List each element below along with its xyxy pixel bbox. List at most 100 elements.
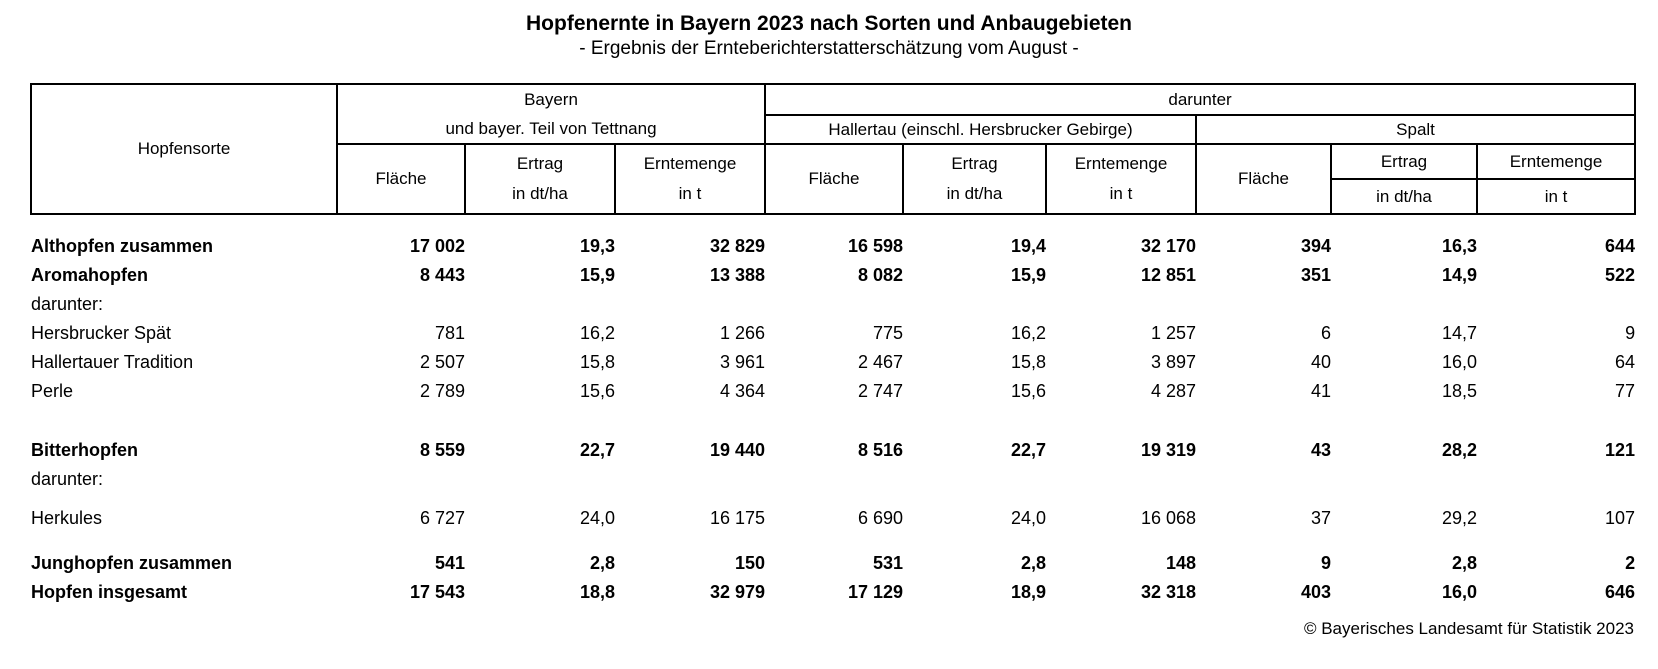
value-cell: 9 — [1625, 323, 1636, 343]
value-cell — [1331, 290, 1477, 319]
value-cell: 16 068 — [1140, 508, 1196, 528]
value-cell: 29,2 — [1441, 508, 1477, 528]
value-cell: 15,9 — [1010, 265, 1046, 285]
value-cell: 16,0 — [1441, 352, 1477, 372]
value-cell: 644 — [1605, 236, 1636, 256]
value-cell — [903, 290, 1046, 319]
column-header-ertrag-hallertau-unit: in dt/ha — [946, 184, 1003, 203]
table-row: Althopfen zusammen 17 002 19,3 32 829 16 598… — [31, 232, 1635, 261]
value-cell: 781 — [434, 323, 465, 343]
copyright-note: © Bayerisches Landesamt für Statistik 20… — [1303, 619, 1634, 638]
group-header-bayern-line1: Bayern — [524, 90, 578, 109]
value-cell — [337, 465, 465, 494]
value-cell: 14,9 — [1441, 265, 1477, 285]
value-cell: 2 507 — [419, 352, 465, 372]
value-cell — [615, 465, 765, 494]
hops-table: Hopfensorte Bayern und bayer. Teil von T… — [30, 82, 1637, 607]
column-header-erntemenge-hallertau-label: Erntemenge — [1074, 154, 1168, 173]
value-cell: 37 — [1310, 508, 1331, 528]
value-cell: 16,2 — [1010, 323, 1046, 343]
value-cell: 24,0 — [579, 508, 615, 528]
table-row: Hopfen insgesamt 17 543 18,8 32 979 17 129 18… — [31, 578, 1635, 607]
value-cell: 19 440 — [709, 440, 765, 460]
value-cell: 32 318 — [1140, 582, 1196, 602]
value-cell: 403 — [1300, 582, 1331, 602]
value-cell — [1196, 465, 1331, 494]
value-cell: 2,8 — [1451, 553, 1477, 573]
row-label: darunter: — [31, 469, 104, 489]
value-cell: 16 175 — [709, 508, 765, 528]
table-row: Perle 2 789 15,6 4 364 2 747 15,6 4 287 41 18,5 7… — [31, 377, 1635, 406]
row-label: Hallertauer Tradition — [31, 352, 194, 372]
value-cell: 9 — [1320, 553, 1331, 573]
value-cell: 8 559 — [419, 440, 465, 460]
value-cell: 16,2 — [579, 323, 615, 343]
table-row: Hersbrucker Spät 781 16,2 1 266 775 16,2 1 257… — [31, 319, 1635, 348]
row-label: darunter: — [31, 294, 104, 314]
subgroup-header-spalt: Spalt — [1194, 114, 1637, 145]
value-cell: 19,3 — [579, 236, 615, 256]
table-header: Hopfensorte Bayern und bayer. Teil von T… — [30, 82, 1637, 215]
value-cell: 121 — [1605, 440, 1636, 460]
value-cell: 150 — [734, 553, 765, 573]
value-cell: 17 543 — [409, 582, 465, 602]
column-header-hopfensorte: Hopfensorte — [30, 83, 338, 215]
value-cell: 2,8 — [589, 553, 615, 573]
value-cell — [337, 290, 465, 319]
page-title: Hopfenernte in Bayern 2023 nach Sorten u… — [526, 12, 1132, 35]
value-cell: 15,6 — [1010, 381, 1046, 401]
value-cell: 19 319 — [1140, 440, 1196, 460]
value-cell: 6 690 — [857, 508, 903, 528]
value-cell: 107 — [1605, 508, 1636, 528]
value-cell: 32 979 — [709, 582, 765, 602]
value-cell: 15,6 — [579, 381, 615, 401]
value-cell: 43 — [1310, 440, 1331, 460]
value-cell: 3 961 — [719, 352, 765, 372]
value-cell — [765, 290, 903, 319]
value-cell: 17 002 — [409, 236, 465, 256]
column-header-erntemenge-bayern: Erntemenge in t — [614, 143, 766, 215]
value-cell: 32 829 — [709, 236, 765, 256]
value-cell: 6 — [1320, 323, 1331, 343]
column-header-erntemenge-unit-spalt: in t — [1475, 178, 1637, 215]
value-cell: 15,8 — [579, 352, 615, 372]
value-cell: 775 — [872, 323, 903, 343]
table-row: darunter: — [31, 290, 1635, 319]
group-header-bayern-line2: und bayer. Teil von Tettnang — [445, 119, 657, 138]
value-cell — [1477, 465, 1635, 494]
value-cell: 2,8 — [1020, 553, 1046, 573]
value-cell — [465, 465, 615, 494]
group-header-bayern: Bayern und bayer. Teil von Tettnang — [336, 83, 766, 145]
value-cell — [465, 290, 615, 319]
value-cell: 1 257 — [1150, 323, 1196, 343]
value-cell: 8 082 — [857, 265, 903, 285]
page-subtitle: - Ergebnis der Ernteberichterstatterschä… — [579, 38, 1079, 59]
column-header-erntemenge-bayern-label: Erntemenge — [643, 154, 737, 173]
value-cell: 77 — [1615, 381, 1636, 401]
column-header-ertrag-bayern-unit: in dt/ha — [512, 184, 568, 203]
table-body: Althopfen zusammen 17 002 19,3 32 829 16 598… — [31, 214, 1635, 607]
column-header-erntemenge-bayern-unit: in t — [678, 184, 702, 203]
row-label: Aromahopfen — [31, 265, 148, 285]
value-cell: 15,9 — [579, 265, 615, 285]
value-cell: 13 388 — [709, 265, 765, 285]
column-header-ertrag-bayern: Ertrag in dt/ha — [464, 143, 616, 215]
column-header-ertrag-hallertau-label: Ertrag — [951, 154, 998, 173]
value-cell: 28,2 — [1441, 440, 1477, 460]
value-cell: 531 — [872, 553, 903, 573]
value-cell: 41 — [1310, 381, 1331, 401]
column-header-flaeche-hallertau: Fläche — [764, 143, 904, 215]
value-cell: 16,0 — [1441, 582, 1477, 602]
value-cell: 2 747 — [857, 381, 903, 401]
column-header-flaeche-spalt: Fläche — [1195, 143, 1332, 215]
spacer-row — [31, 406, 1635, 436]
value-cell — [1046, 290, 1196, 319]
spacer-row — [31, 533, 1635, 549]
value-cell: 17 129 — [847, 582, 903, 602]
row-label: Junghopfen zusammen — [31, 553, 233, 573]
value-cell: 32 170 — [1140, 236, 1196, 256]
column-header-flaeche-bayern: Fläche — [336, 143, 466, 215]
value-cell: 19,4 — [1010, 236, 1046, 256]
row-label: Hersbrucker Spät — [31, 323, 172, 343]
value-cell — [1196, 290, 1331, 319]
